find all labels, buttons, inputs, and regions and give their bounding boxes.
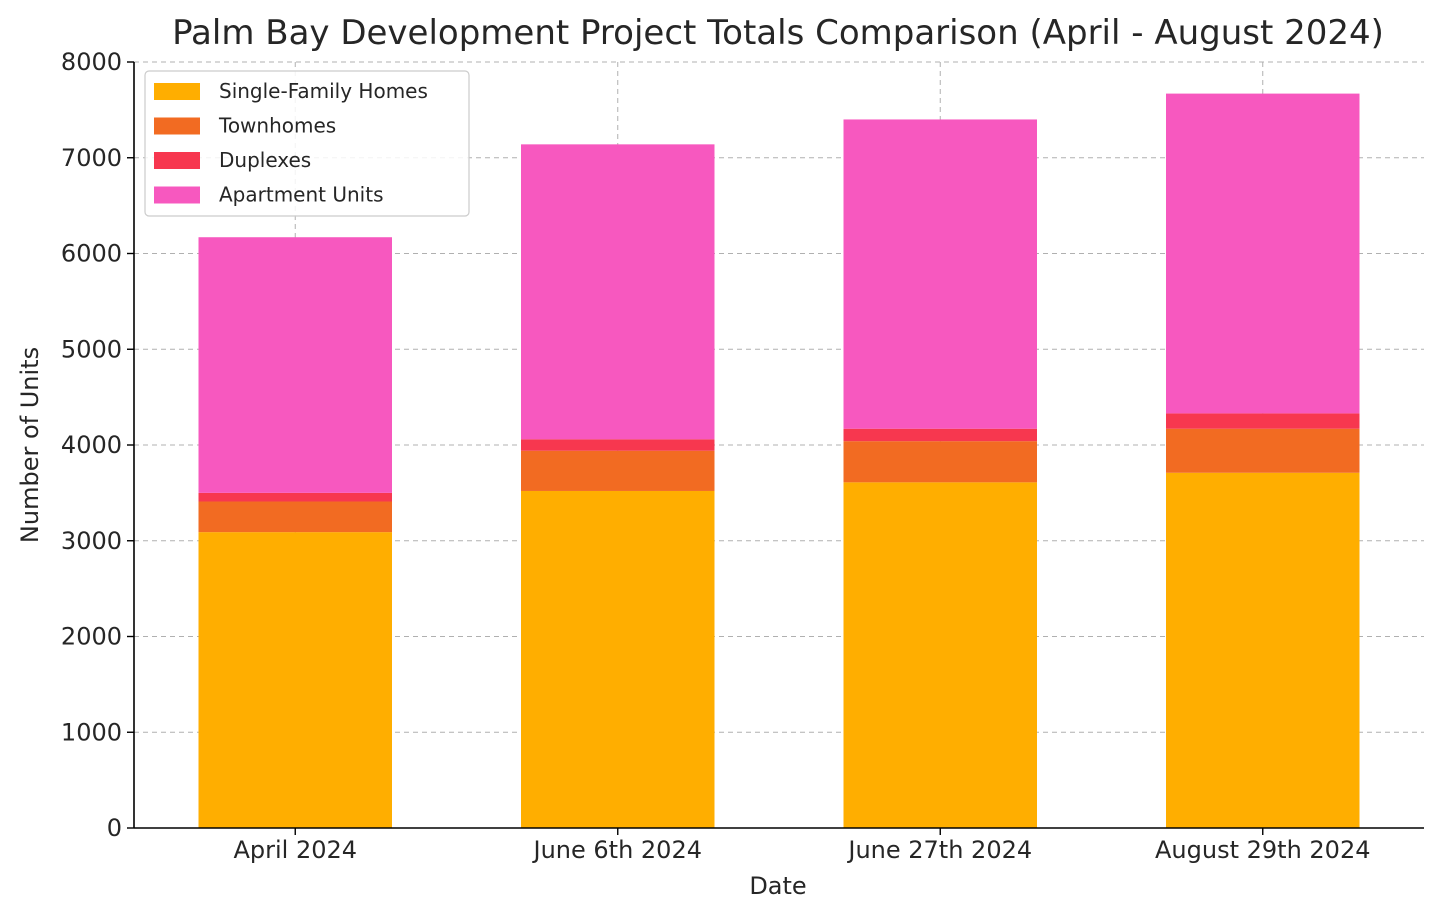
legend-swatch-townhomes xyxy=(154,117,200,135)
bar-single-family-homes-august-29th-2024 xyxy=(1166,472,1360,828)
bar-townhomes-april-2024 xyxy=(198,501,392,533)
bars xyxy=(198,93,1360,828)
bar-single-family-homes-april-2024 xyxy=(198,532,392,828)
bar-apartment-units-june-27th-2024 xyxy=(843,119,1037,429)
legend-label-townhomes: Townhomes xyxy=(218,114,336,138)
y-tick-label: 8000 xyxy=(61,48,122,76)
bar-duplexes-april-2024 xyxy=(198,492,392,502)
bar-apartment-units-august-29th-2024 xyxy=(1166,93,1360,414)
x-tick-label: June 27th 2024 xyxy=(846,836,1032,864)
bar-duplexes-august-29th-2024 xyxy=(1166,413,1360,429)
legend-label-duplexes: Duplexes xyxy=(219,148,311,172)
y-tick-label: 3000 xyxy=(61,527,122,555)
bar-single-family-homes-june-6th-2024 xyxy=(521,490,715,828)
bar-duplexes-june-6th-2024 xyxy=(521,439,715,451)
legend-swatch-apartment-units xyxy=(154,186,200,204)
legend-frame xyxy=(144,70,470,217)
legend: Single-Family Homes Townhomes Duplexes Apar… xyxy=(144,70,470,217)
legend-label-single-family-homes: Single-Family Homes xyxy=(219,79,428,103)
legend-swatch-single-family-homes xyxy=(154,83,200,100)
bar-townhomes-august-29th-2024 xyxy=(1166,428,1360,473)
bar-single-family-homes-june-27th-2024 xyxy=(843,482,1037,828)
bar-duplexes-june-27th-2024 xyxy=(843,428,1037,442)
bar-townhomes-june-6th-2024 xyxy=(521,450,715,491)
legend-label-apartment-units: Apartment Units xyxy=(219,183,384,207)
y-tick-label: 7000 xyxy=(61,144,122,172)
x-axis-label: Date xyxy=(749,872,806,900)
y-tick-label: 0 xyxy=(107,814,122,842)
chart-title: Palm Bay Development Project Totals Comp… xyxy=(172,13,1384,53)
x-tick-label: August 29th 2024 xyxy=(1155,836,1370,864)
y-tick-label: 4000 xyxy=(61,431,122,459)
x-tick-label: April 2024 xyxy=(233,836,357,864)
axes xyxy=(127,61,1424,835)
y-tick-label: 6000 xyxy=(61,240,122,268)
bar-apartment-units-april-2024 xyxy=(198,237,392,493)
y-tick-label: 2000 xyxy=(61,623,122,651)
y-tick-label: 1000 xyxy=(61,718,122,746)
bar-apartment-units-june-6th-2024 xyxy=(521,144,715,440)
legend-swatch-duplexes xyxy=(154,152,200,169)
y-axis-label: Number of Units xyxy=(16,347,44,543)
tick-labels: 0 1000 2000 3000 4000 5000 6000 7000 8000 April 2… xyxy=(61,48,1371,864)
bar-townhomes-june-27th-2024 xyxy=(843,441,1037,483)
x-tick-label: June 6th 2024 xyxy=(532,836,703,864)
y-tick-label: 5000 xyxy=(61,335,122,363)
